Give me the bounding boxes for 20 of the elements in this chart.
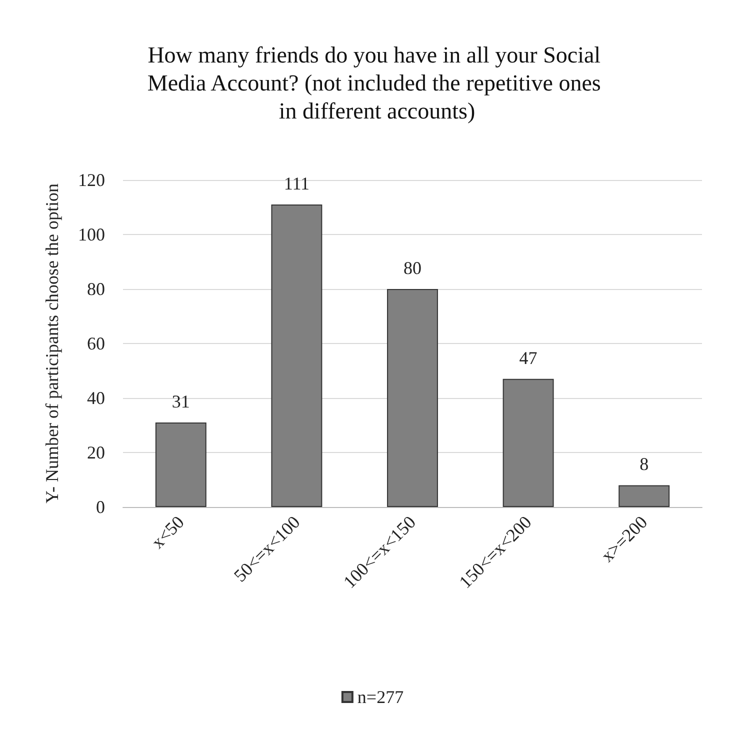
bar [618, 485, 670, 507]
y-tick-label: 120 [78, 170, 105, 190]
y-tick-label: 20 [87, 442, 105, 462]
data-label: 8 [640, 454, 649, 474]
bar [271, 204, 322, 507]
bar [155, 422, 206, 507]
data-label: 80 [404, 258, 422, 278]
y-tick-label: 0 [96, 497, 105, 517]
y-tick-label: 40 [87, 388, 105, 408]
legend-label: n=277 [357, 687, 404, 707]
bar [387, 289, 438, 507]
y-tick-label: 80 [87, 279, 105, 299]
data-label: 47 [519, 348, 538, 368]
data-label: 31 [172, 392, 190, 412]
y-axis-title: Y- Number of participants choose the option [42, 184, 62, 504]
chart-title: How many friends do you have in all your Social Media Account? (not included the repetitive ones in different accounts) [147, 42, 607, 124]
bar [502, 378, 554, 507]
data-label: 111 [284, 174, 310, 194]
y-tick-label: 100 [78, 224, 105, 244]
y-tick-label: 60 [87, 334, 105, 354]
